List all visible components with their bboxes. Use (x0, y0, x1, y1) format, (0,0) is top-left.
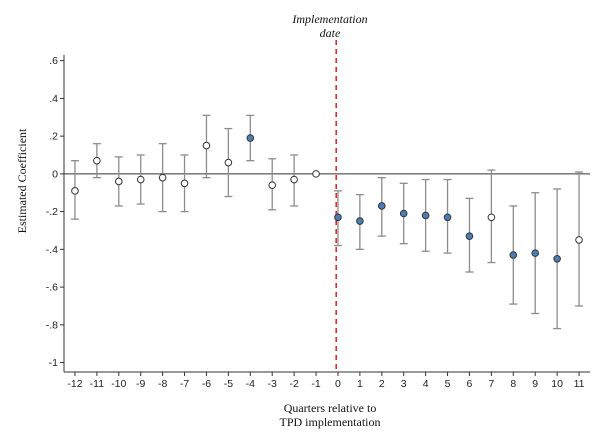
coefficient-point (93, 156, 101, 165)
y-tick-label: -1 (49, 357, 58, 369)
coefficient-points (71, 134, 583, 263)
x-tick-label: -2 (289, 378, 298, 390)
coefficient-point-significant (399, 209, 408, 218)
x-tick-label: -3 (268, 378, 277, 390)
x-tick-label: -6 (202, 378, 211, 390)
x-tick-label: 9 (532, 378, 538, 390)
x-tick-label: 8 (510, 378, 516, 390)
y-tick-label: -.2 (46, 206, 58, 218)
x-tick-label: -9 (136, 378, 145, 390)
coefficient-point-significant (465, 232, 474, 240)
y-tick-label: 0 (52, 168, 58, 180)
axes (63, 55, 590, 373)
coefficient-point (158, 173, 167, 182)
coefficient-point (487, 213, 496, 222)
x-axis-title-line-2: TPD implementation (280, 415, 381, 429)
x-tick-label: -10 (111, 378, 126, 390)
x-tick-label: 10 (551, 378, 563, 390)
y-tick-label: .6 (49, 55, 58, 67)
x-tick-label: 11 (574, 378, 585, 390)
x-tick-label: 5 (445, 378, 451, 390)
y-tick-label: .4 (49, 93, 58, 105)
coefficient-point (71, 187, 79, 195)
coefficient-point (312, 170, 320, 178)
coefficient-point-significant (377, 202, 386, 210)
x-axis-ticks: -12 -11 -10 -9 -8 -7 -6 -5 -4 -3 -2 -1 0 1 2 3 4 5 6 7 8 9 10 1… (67, 372, 585, 390)
x-tick-label: -11 (90, 378, 105, 390)
coefficient-point (575, 236, 583, 244)
x-tick-label: 3 (401, 378, 407, 390)
x-tick-label: 7 (488, 378, 494, 390)
x-tick-label: -1 (311, 378, 320, 390)
y-axis-title: Estimated Coefficient (15, 128, 29, 233)
x-tick-label: -8 (158, 378, 167, 390)
coefficient-point-significant (356, 217, 364, 225)
coefficient-point (224, 158, 233, 167)
coefficient-point (268, 181, 277, 189)
confidence-intervals (70, 114, 584, 330)
x-axis-title-line-1: Quarters relative to (284, 401, 377, 415)
y-tick-label: .2 (49, 131, 58, 143)
coefficient-point-significant (553, 254, 561, 263)
coefficient-point-significant (246, 134, 255, 142)
x-tick-label: 0 (335, 378, 341, 390)
y-axis-ticks: .6 .4 .2 0 -.2 -.4 -.6 -.8 -1 (46, 55, 64, 369)
coefficient-point (180, 179, 189, 188)
coefficient-point (202, 141, 211, 150)
y-tick-label: -.8 (46, 319, 58, 331)
coefficient-point-significant (334, 213, 342, 222)
x-tick-label: 2 (379, 378, 385, 390)
coefficient-point-significant (421, 211, 430, 220)
x-tick-label: -7 (180, 378, 189, 390)
annotation-line-2: date (320, 26, 341, 40)
coefficient-point-significant (509, 251, 518, 259)
x-tick-label: 6 (467, 378, 473, 390)
coefficient-point (290, 175, 298, 184)
x-tick-label: -4 (246, 378, 255, 390)
coefficient-point (114, 177, 123, 186)
x-tick-label: -12 (67, 378, 82, 390)
x-tick-label: 4 (423, 378, 429, 390)
annotation-line-1: Implementation (291, 12, 367, 26)
x-tick-label: -5 (224, 378, 233, 390)
y-tick-label: -.6 (46, 282, 58, 294)
coefficient-point-significant (443, 213, 452, 222)
y-tick-label: -.4 (46, 244, 58, 256)
coefficient-point (136, 175, 145, 184)
x-tick-label: 1 (357, 378, 363, 390)
coefficient-point-significant (531, 249, 540, 257)
